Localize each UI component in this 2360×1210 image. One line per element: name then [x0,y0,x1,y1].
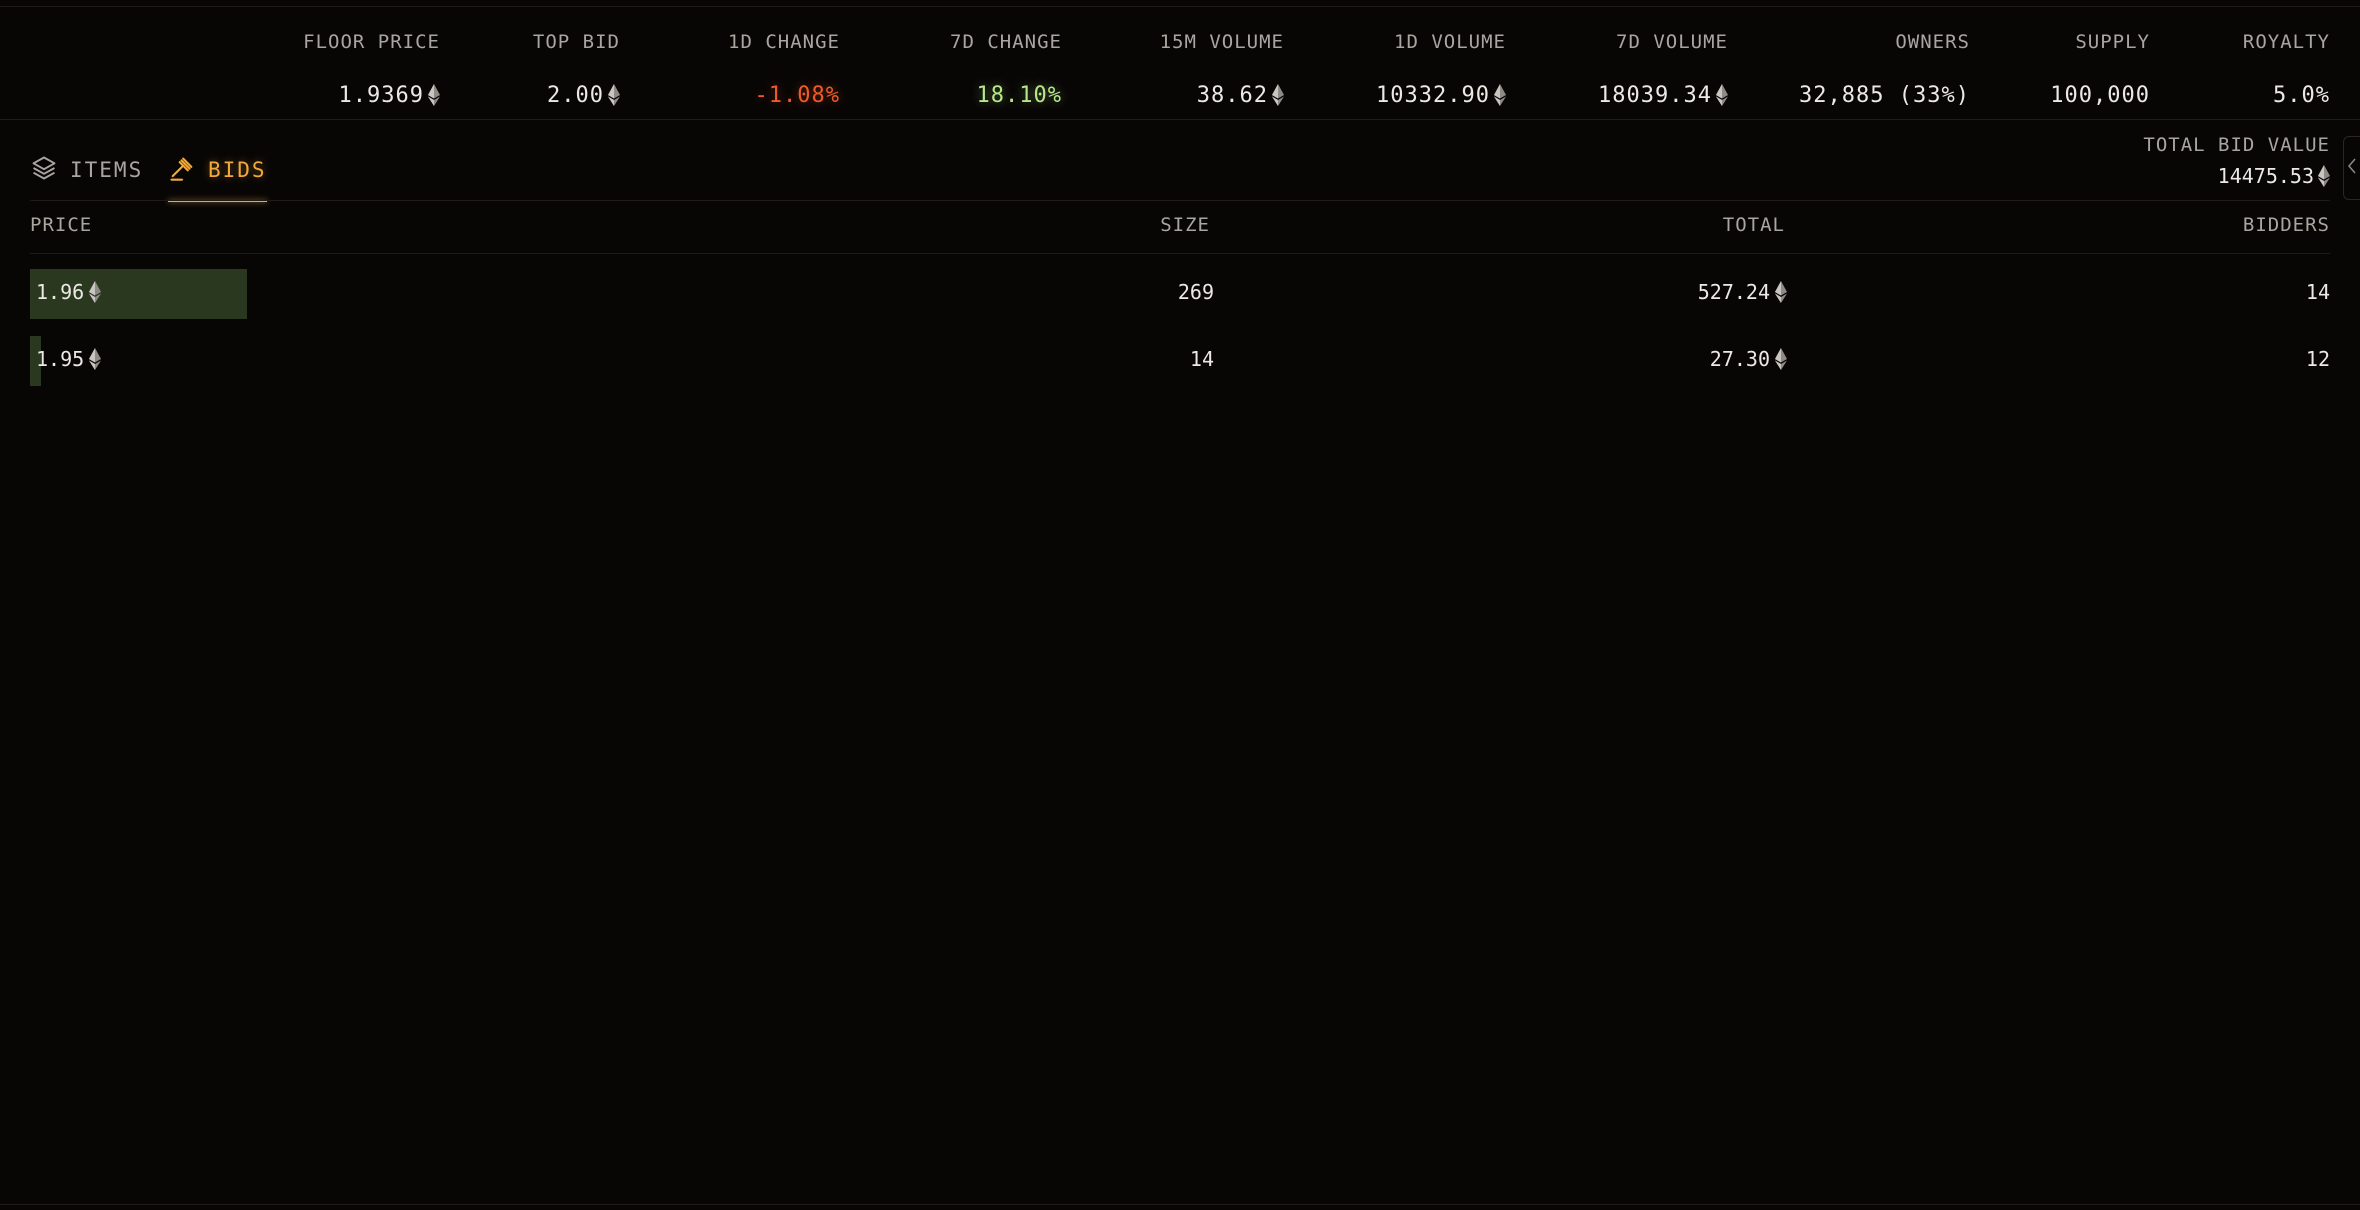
stat-1d-volume: 1D VOLUME 10332.90 [1376,31,1506,112]
tab-bids[interactable]: BIDS [168,140,267,202]
total-bid-value: TOTAL BID VALUE 14475.53 [2143,134,2330,188]
eth-icon [89,281,102,303]
top-divider [0,6,2360,7]
column-total: TOTAL [1722,214,1785,236]
total-bid-value-label: TOTAL BID VALUE [2143,134,2330,156]
eth-icon [89,347,102,370]
stat-value-number: 10332.90 [1376,82,1490,108]
eth-icon [1494,84,1506,106]
eth-icon [1775,347,1787,370]
column-price: PRICE [30,214,93,236]
bid-size: 14 [1189,346,1214,371]
bid-size: 269 [1177,280,1214,304]
eth-icon [428,84,440,106]
total-bid-value-number: 14475.53 [2217,164,2314,188]
bid-price-value: 1.96 [36,280,85,304]
eth-icon [608,84,620,106]
stat-value: 18039.34 [1598,78,1728,112]
bid-total-value: 27.30 [1709,346,1770,371]
tabs-divider [30,200,2330,201]
layers-icon [30,154,58,187]
depth-bar [30,269,248,319]
bid-price-value: 1.95 [36,346,85,371]
stat-value-number: -1.08% [754,82,840,108]
stat-label: SUPPLY [2075,31,2150,53]
stat-label: OWNERS [1895,31,1970,53]
stat-supply: SUPPLY 100,000 [2050,31,2150,112]
eth-icon [1775,281,1787,303]
stat-top-bid: TOP BID 2.00 [533,31,620,112]
header-divider [30,253,2330,254]
stat-royalty: ROYALTY 5.0% [2243,31,2330,112]
stat-value-number: 1.9369 [338,82,424,108]
stat-value-number: 32,885 (33%) [1799,82,1970,108]
bid-total-value: 527.24 [1697,280,1770,304]
stat-value-number: 18.10% [976,82,1062,108]
bottom-divider [0,1204,2360,1205]
stat-value: 100,000 [2050,78,2150,112]
eth-icon [1272,84,1284,106]
stat-value: 5.0% [2273,78,2330,112]
stat-7d-volume: 7D VOLUME 18039.34 [1598,31,1728,112]
stat-value-number: 2.00 [547,82,604,108]
stat-value: 18.10% [977,78,1062,112]
stat-label: 7D CHANGE [950,31,1062,53]
table-row[interactable]: 1.95 14 27.30 12 [30,326,2330,392]
stat-value: -1.08% [755,78,840,112]
bid-price: 1.96 [36,259,102,325]
bid-total: 527.24 [1530,259,1787,325]
stat-7d-change: 7D CHANGE 18.10% [950,31,1062,112]
chevron-left-icon [2347,157,2357,179]
tab-items-label: ITEMS [70,158,144,182]
stat-label: 7D VOLUME [1616,31,1728,53]
table-row[interactable]: 1.96 269 527.24 14 [30,259,2330,325]
stat-value-number: 38.62 [1196,82,1268,108]
stat-value: 2.00 [547,78,620,112]
sidebar-collapse-handle[interactable] [2343,136,2360,200]
stat-label: TOP BID [532,31,620,53]
stat-1d-change: 1D CHANGE -1.08% [728,31,840,112]
stat-value: 32,885 (33%) [1799,78,1970,112]
bid-price: 1.95 [36,326,102,392]
stat-value-number: 18039.34 [1598,82,1712,108]
column-size: SIZE [1160,214,1210,236]
bid-total: 27.30 [1530,326,1787,392]
stat-value: 38.62 [1197,78,1284,112]
stat-15m-volume: 15M VOLUME 38.62 [1160,31,1284,112]
tab-bids-label: BIDS [208,158,267,182]
stat-label: 1D CHANGE [728,31,840,53]
stat-value-number: 5.0% [2273,82,2330,108]
stat-label: 15M VOLUME [1159,31,1284,53]
stat-label: 1D VOLUME [1394,31,1506,53]
stat-owners: OWNERS 32,885 (33%) [1799,31,1970,112]
gavel-icon [168,154,196,187]
stat-value-number: 100,000 [2050,82,2150,108]
column-bidders: BIDDERS [2242,214,2330,236]
collection-stats-bar: FLOOR PRICE 1.9369 TOP BID 2.00 1D CHANGE -1.… [0,7,2360,120]
stat-label: FLOOR PRICE [303,31,440,53]
bid-bidders: 14 [2305,280,2330,304]
bids-table-header: PRICE SIZE TOTAL BIDDERS [30,214,2330,254]
stat-value: 1.9369 [339,78,440,112]
tab-items[interactable]: ITEMS [30,140,143,200]
depth-bar [30,335,42,386]
eth-icon [2318,165,2330,187]
bid-bidders: 12 [2305,346,2330,371]
stat-value: 10332.90 [1376,78,1506,112]
eth-icon [1716,84,1728,106]
total-bid-value-amount: 14475.53 [2218,164,2330,188]
stat-floor-price: FLOOR PRICE 1.9369 [303,31,440,112]
stat-label: ROYALTY [2242,31,2330,53]
